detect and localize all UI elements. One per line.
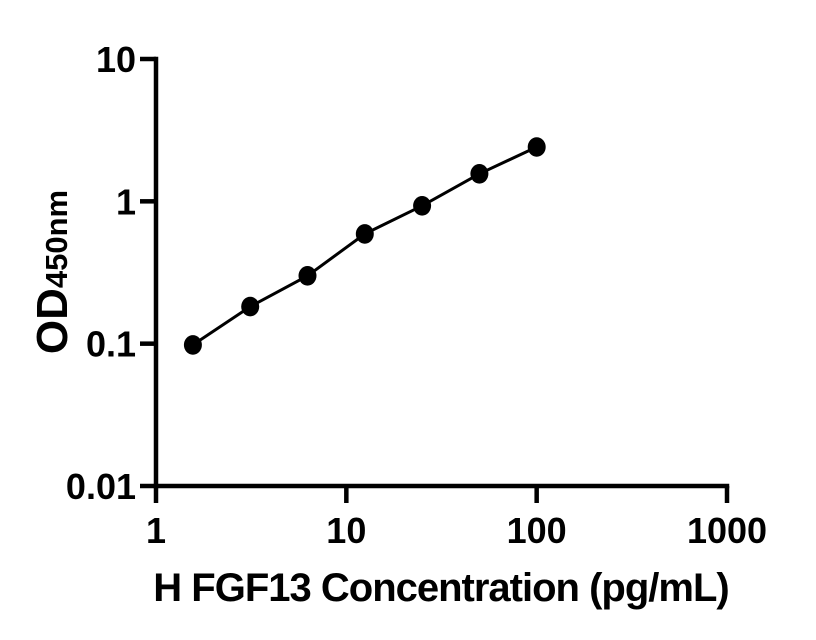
data-point-marker (355, 224, 374, 244)
axes (140, 56, 730, 503)
x-axis-title: H FGF13 Concentration (pg/mL) (153, 566, 728, 610)
x-tick-label: 100 (507, 510, 567, 551)
y-axis-title: OD450nm (28, 190, 77, 354)
data-series (183, 137, 546, 355)
data-point-marker (241, 296, 260, 317)
data-point-marker (183, 335, 202, 355)
x-tick-label: 1 (146, 510, 166, 551)
data-point-marker (413, 196, 432, 216)
y-tick-label: 10 (96, 39, 136, 80)
data-point-marker (527, 137, 546, 157)
data-point-marker (470, 164, 489, 184)
y-tick-label: 0.01 (66, 466, 136, 507)
y-tick-label: 0.1 (86, 324, 136, 365)
y-tick-label: 1 (116, 181, 136, 222)
x-tick-label: 1000 (687, 510, 767, 551)
x-tick-label: 10 (326, 510, 366, 551)
data-point-marker (298, 266, 317, 286)
y-axis-title-subscript: 450nm (39, 190, 74, 288)
y-axis-title-main: OD (28, 288, 77, 354)
